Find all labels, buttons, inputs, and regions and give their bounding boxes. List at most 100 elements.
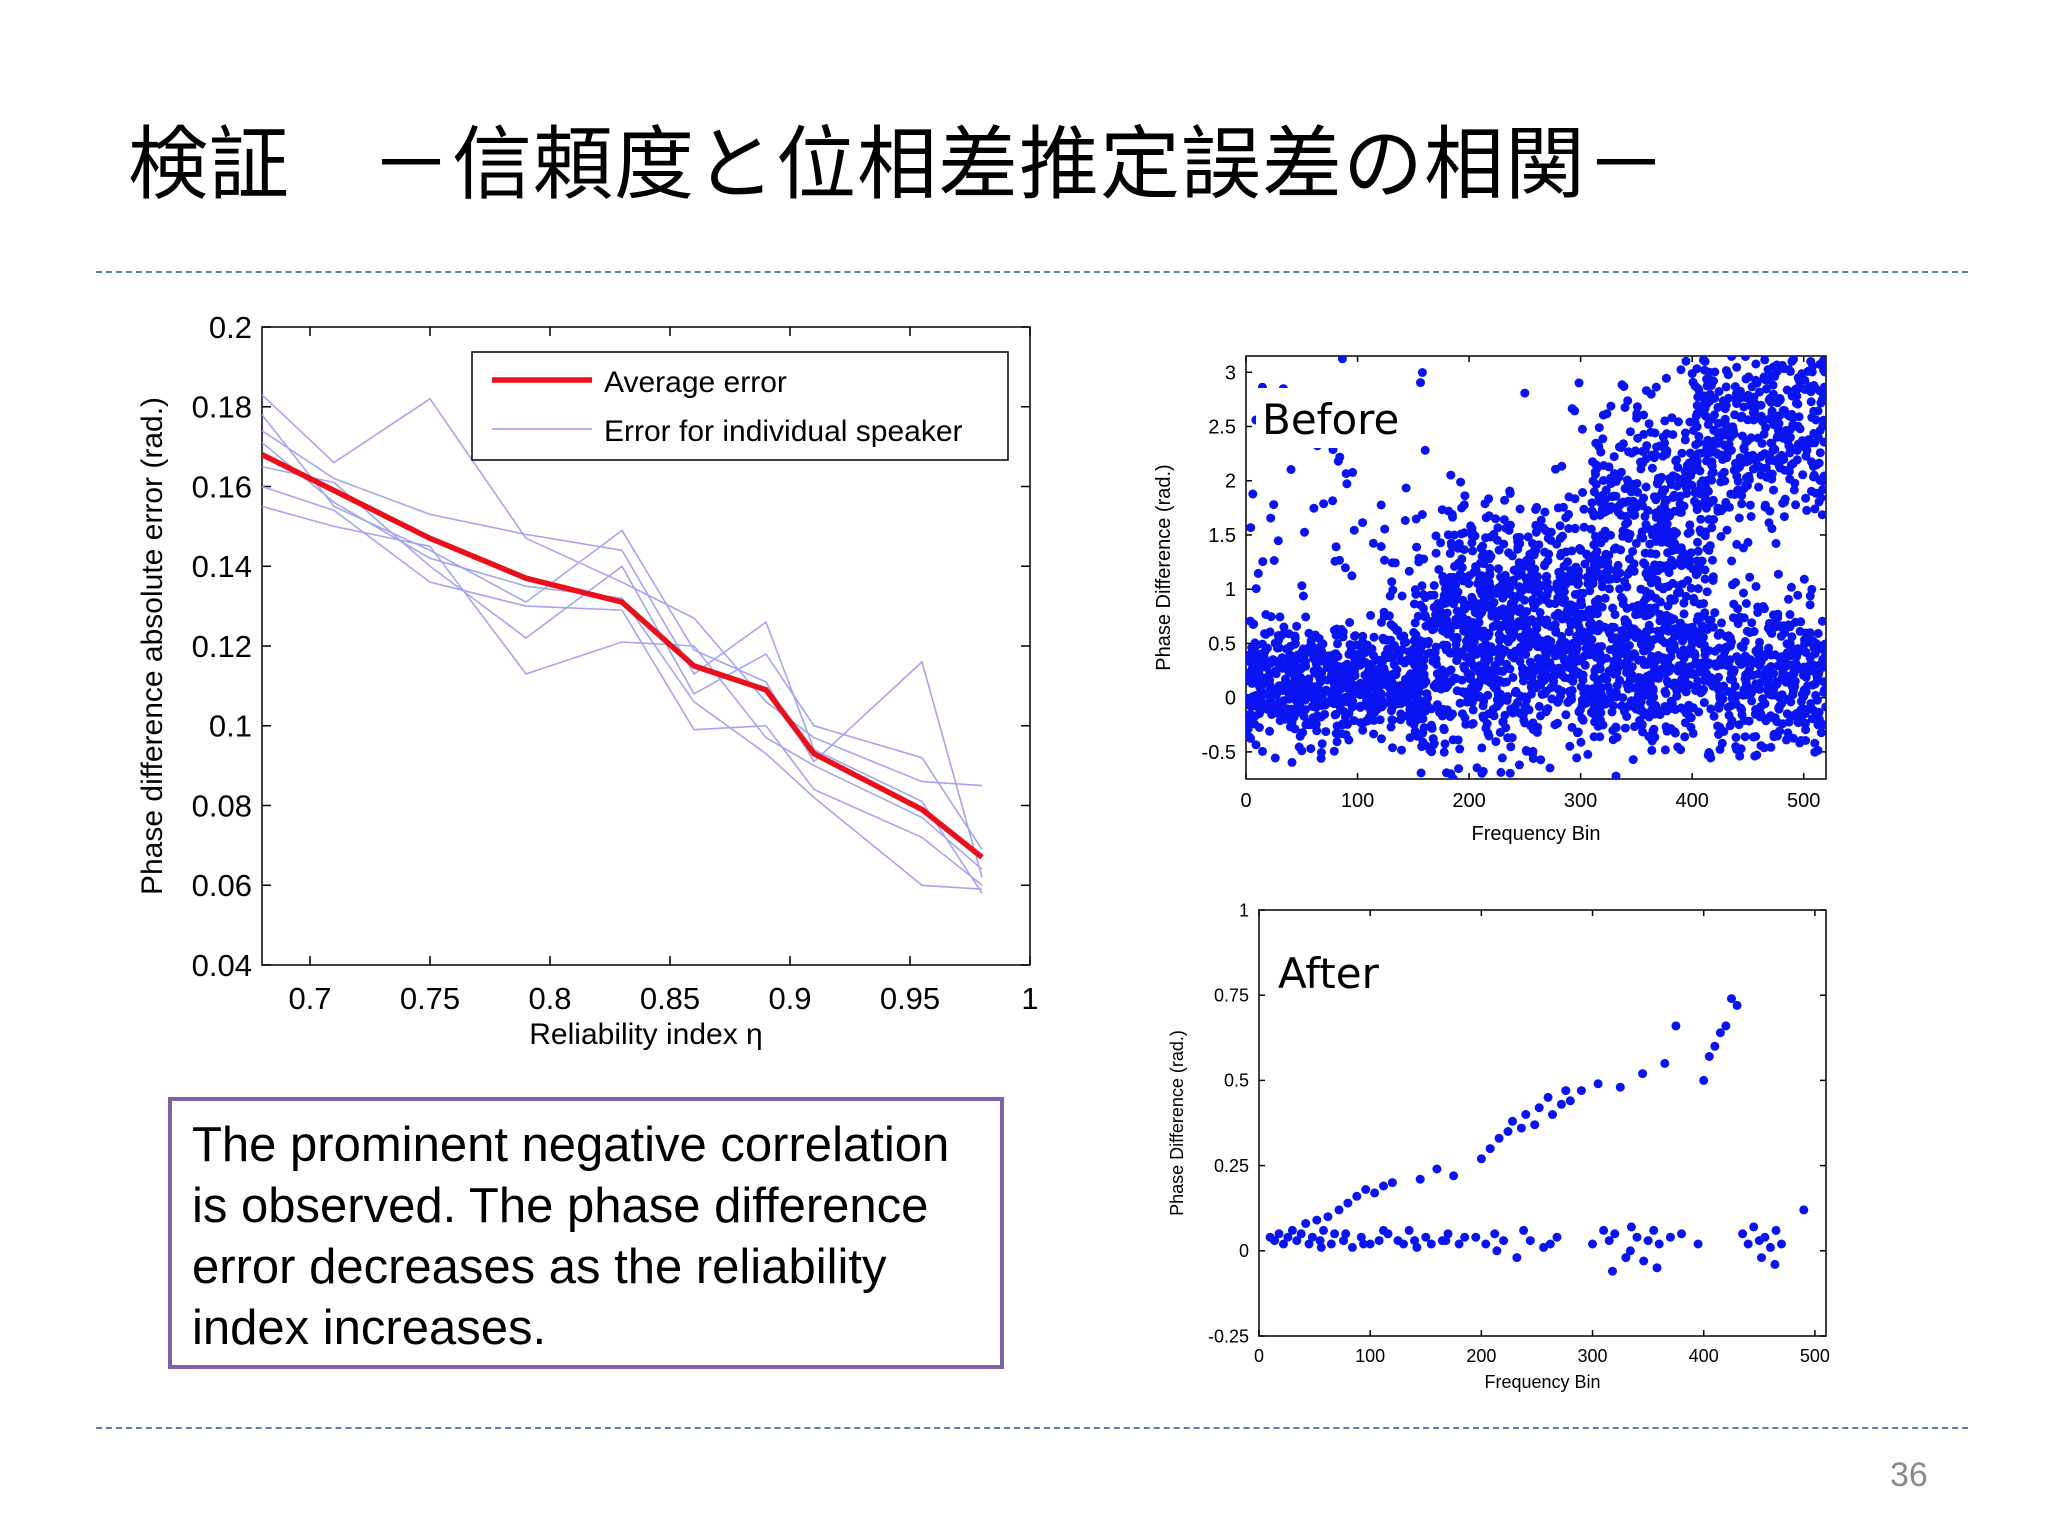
scatter-point xyxy=(1749,1222,1759,1232)
x-tick-label: 0 xyxy=(1254,1346,1264,1366)
scatter-point xyxy=(1654,1239,1664,1249)
scatter-point xyxy=(1251,584,1261,594)
scatter-point xyxy=(1361,1185,1371,1194)
legend-average-label: Average error xyxy=(604,366,787,399)
scatter-point xyxy=(1610,1229,1620,1239)
scatter-point xyxy=(1671,1021,1681,1031)
scatter-point xyxy=(1343,1198,1353,1208)
scatter-point xyxy=(1352,1191,1362,1201)
y-tick-label: 0.18 xyxy=(192,390,252,425)
x-tick-label: 0.85 xyxy=(640,981,700,1016)
individual-speaker-line xyxy=(262,505,983,870)
scatter-point xyxy=(1366,610,1376,620)
scatter-point xyxy=(1534,1103,1544,1113)
scatter-point xyxy=(1274,1229,1284,1239)
scatter-point xyxy=(1319,1225,1328,1235)
y-tick-label: 0 xyxy=(1225,688,1236,710)
scatter-point xyxy=(1530,1120,1540,1130)
chart-annotation-after: After xyxy=(1278,949,1380,998)
y-tick-label: 0.25 xyxy=(1214,1156,1249,1176)
x-tick-label: 0.8 xyxy=(528,981,571,1016)
y-tick-label: 0.16 xyxy=(192,469,252,504)
scatter-point xyxy=(1738,1229,1748,1239)
x-tick-label: 0 xyxy=(1240,790,1251,812)
plot-frame xyxy=(1245,355,1827,780)
scatter-point xyxy=(1471,1232,1481,1242)
scatter-point xyxy=(1508,1116,1517,1126)
scatter-point xyxy=(1543,1092,1553,1102)
y-tick-label: 0.75 xyxy=(1214,986,1249,1006)
average-error-line xyxy=(262,452,984,860)
individual-speaker-line xyxy=(262,465,983,850)
scatter-point xyxy=(1312,1215,1322,1225)
scatter-point xyxy=(1649,1225,1659,1235)
x-axis-label: Reliability index η xyxy=(529,1018,762,1051)
scatter-point xyxy=(1287,1225,1297,1235)
individual-speaker-line xyxy=(262,394,983,787)
scatter-point xyxy=(1743,1239,1753,1249)
scatter-point xyxy=(1519,1225,1529,1235)
scatter-point xyxy=(1565,1096,1575,1106)
y-tick-label: 0.08 xyxy=(192,788,252,823)
scatter-point xyxy=(1516,1123,1526,1133)
scatter-point xyxy=(1379,1225,1388,1235)
y-axis-label: Phase Difference (rad.) xyxy=(1153,464,1175,670)
scatter-point xyxy=(1490,1229,1500,1239)
y-tick-label: 1 xyxy=(1239,900,1249,920)
individual-speaker-line xyxy=(262,430,983,894)
plot-frame xyxy=(261,326,1031,966)
scatter-point xyxy=(1677,1229,1686,1239)
scatter-point xyxy=(1503,1127,1513,1136)
scatter-point xyxy=(1721,1021,1731,1031)
page-number: 36 xyxy=(1890,1456,1928,1494)
y-axis-label: Phase Difference (rad.) xyxy=(1167,1030,1187,1216)
scatter-point xyxy=(1710,1041,1720,1051)
scatter-point xyxy=(1341,1229,1351,1239)
scatter-point xyxy=(1345,618,1355,627)
scatter-point xyxy=(1693,1239,1703,1249)
scatter-point xyxy=(1548,1110,1557,1119)
y-tick-label: 2 xyxy=(1225,471,1236,493)
scatter-point xyxy=(1704,1052,1714,1061)
x-tick-label: 100 xyxy=(1341,790,1374,812)
scatter-point xyxy=(1638,1069,1648,1079)
y-tick-label: -0.25 xyxy=(1208,1326,1249,1346)
y-tick-label: 0.14 xyxy=(192,549,252,584)
scatter-point xyxy=(1512,1253,1522,1263)
scatter-point xyxy=(1660,1058,1670,1068)
scatter-point xyxy=(1253,568,1263,578)
scatter-point xyxy=(1765,1242,1775,1252)
scatter-point xyxy=(1576,1086,1586,1096)
x-tick-label: 100 xyxy=(1355,1346,1385,1366)
top-divider xyxy=(96,271,1968,273)
y-tick-label: 1.5 xyxy=(1208,525,1236,547)
scatter-point xyxy=(1626,1222,1636,1232)
scatter-point xyxy=(1441,1236,1451,1246)
scatter-point xyxy=(1552,1232,1562,1242)
x-axis-label: Frequency Bin xyxy=(1484,1372,1600,1392)
scatter-point xyxy=(1316,1242,1326,1252)
scatter-point xyxy=(1593,1079,1603,1089)
scatter-point xyxy=(1771,1225,1781,1235)
scatter-point xyxy=(1412,1242,1422,1252)
scatter-point xyxy=(1387,1178,1397,1188)
individual-speaker-line xyxy=(262,441,983,890)
y-tick-label: 0.04 xyxy=(192,948,252,983)
x-tick-label: 300 xyxy=(1564,790,1597,812)
scatter-point xyxy=(1307,1232,1317,1242)
x-tick-label: 500 xyxy=(1787,790,1820,812)
scatter-point xyxy=(1449,1171,1459,1181)
bottom-divider xyxy=(96,1427,1968,1429)
y-axis-label: Phase difference absolute error (rad.) xyxy=(136,397,169,895)
scatter-point xyxy=(1699,1075,1709,1085)
y-tick-label: 0.1 xyxy=(209,709,252,744)
scatter-point xyxy=(1330,1229,1340,1239)
x-tick-label: 0.75 xyxy=(400,981,460,1016)
scatter-point xyxy=(1432,1164,1442,1174)
y-tick-label: 0.5 xyxy=(1208,633,1236,655)
scatter-point xyxy=(1404,1225,1414,1235)
scatter-point xyxy=(1608,1266,1617,1276)
x-tick-label: 200 xyxy=(1466,1346,1496,1366)
scatter-point xyxy=(1301,1219,1311,1228)
y-tick-label: 0.2 xyxy=(209,310,252,345)
